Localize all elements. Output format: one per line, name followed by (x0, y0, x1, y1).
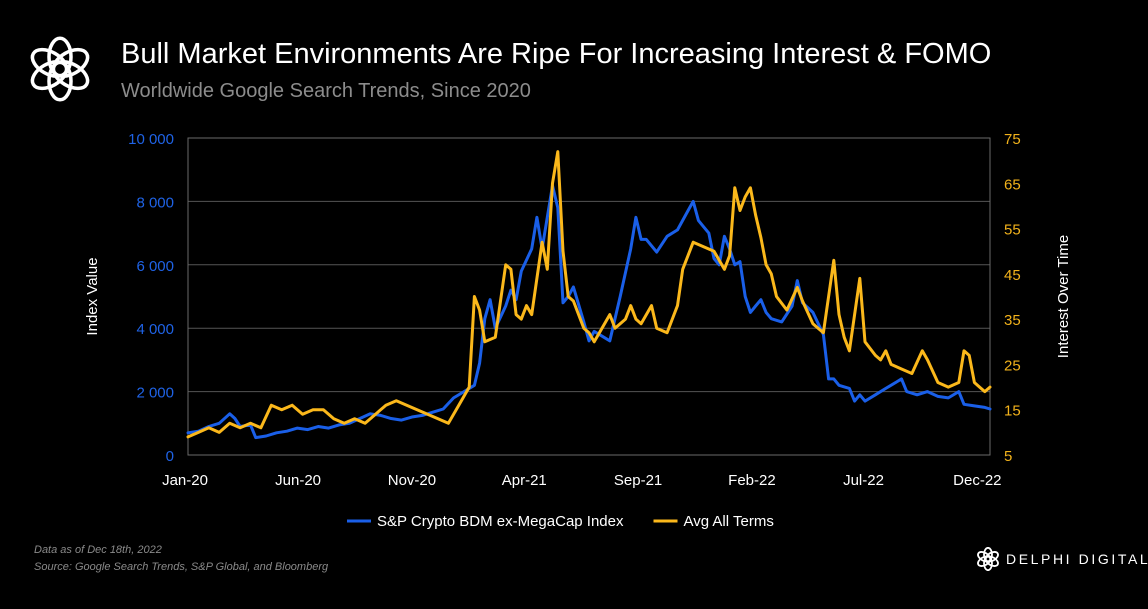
y-right-tick-label: 15 (1004, 403, 1021, 420)
y-left-tick-label: 6 000 (136, 258, 174, 275)
y-right-tick-label: 75 (1004, 131, 1021, 148)
x-tick-label: Jul-22 (843, 472, 884, 489)
y-left-tick-label: 8 000 (136, 194, 174, 211)
y-right-tick-label: 45 (1004, 267, 1021, 284)
y-left-tick-label: 10 000 (128, 131, 174, 148)
legend-label: S&P Crypto BDM ex-MegaCap Index (377, 513, 624, 530)
y-right-tick-label: 35 (1004, 312, 1021, 329)
y-left-tick-label: 0 (166, 448, 174, 465)
brand-block: DELPHI DIGITAL (976, 546, 1148, 572)
y-right-tick-label: 25 (1004, 357, 1021, 374)
y-right-tick-label: 65 (1004, 176, 1021, 193)
delphi-logo-icon (30, 36, 90, 102)
delphi-knot-icon (977, 547, 999, 571)
source-note: Source: Google Search Trends, S&P Global… (34, 561, 329, 573)
brand-name: DELPHI DIGITAL (1006, 551, 1148, 567)
plot-area-border (187, 137, 991, 456)
x-tick-label: Jun-20 (275, 472, 321, 489)
y-right-tick-label: 5 (1004, 448, 1012, 465)
series-line-avg-terms (186, 150, 992, 439)
y-left-tick-label: 4 000 (136, 321, 174, 338)
chart-subtitle: Worldwide Google Search Trends, Since 20… (121, 80, 531, 102)
x-tick-label: Nov-20 (388, 472, 436, 489)
series-line-crypto-index (186, 184, 992, 440)
x-tick-label: Apr-21 (502, 472, 547, 489)
y-right-axis-title: Interest Over Time (1055, 235, 1072, 358)
y-left-axis-title: Index Value (84, 257, 101, 335)
legend-label: Avg All Terms (684, 513, 774, 530)
x-tick-label: Jan-20 (162, 472, 208, 489)
x-tick-label: Sep-21 (614, 472, 662, 489)
x-tick-label: Feb-22 (728, 472, 776, 489)
x-tick-label: Dec-22 (953, 472, 1001, 489)
y-right-tick-label: 55 (1004, 222, 1021, 239)
y-left-tick-label: 2 000 (136, 385, 174, 402)
chart-title: Bull Market Environments Are Ripe For In… (121, 38, 992, 70)
data-date-note: Data as of Dec 18th, 2022 (34, 544, 162, 556)
